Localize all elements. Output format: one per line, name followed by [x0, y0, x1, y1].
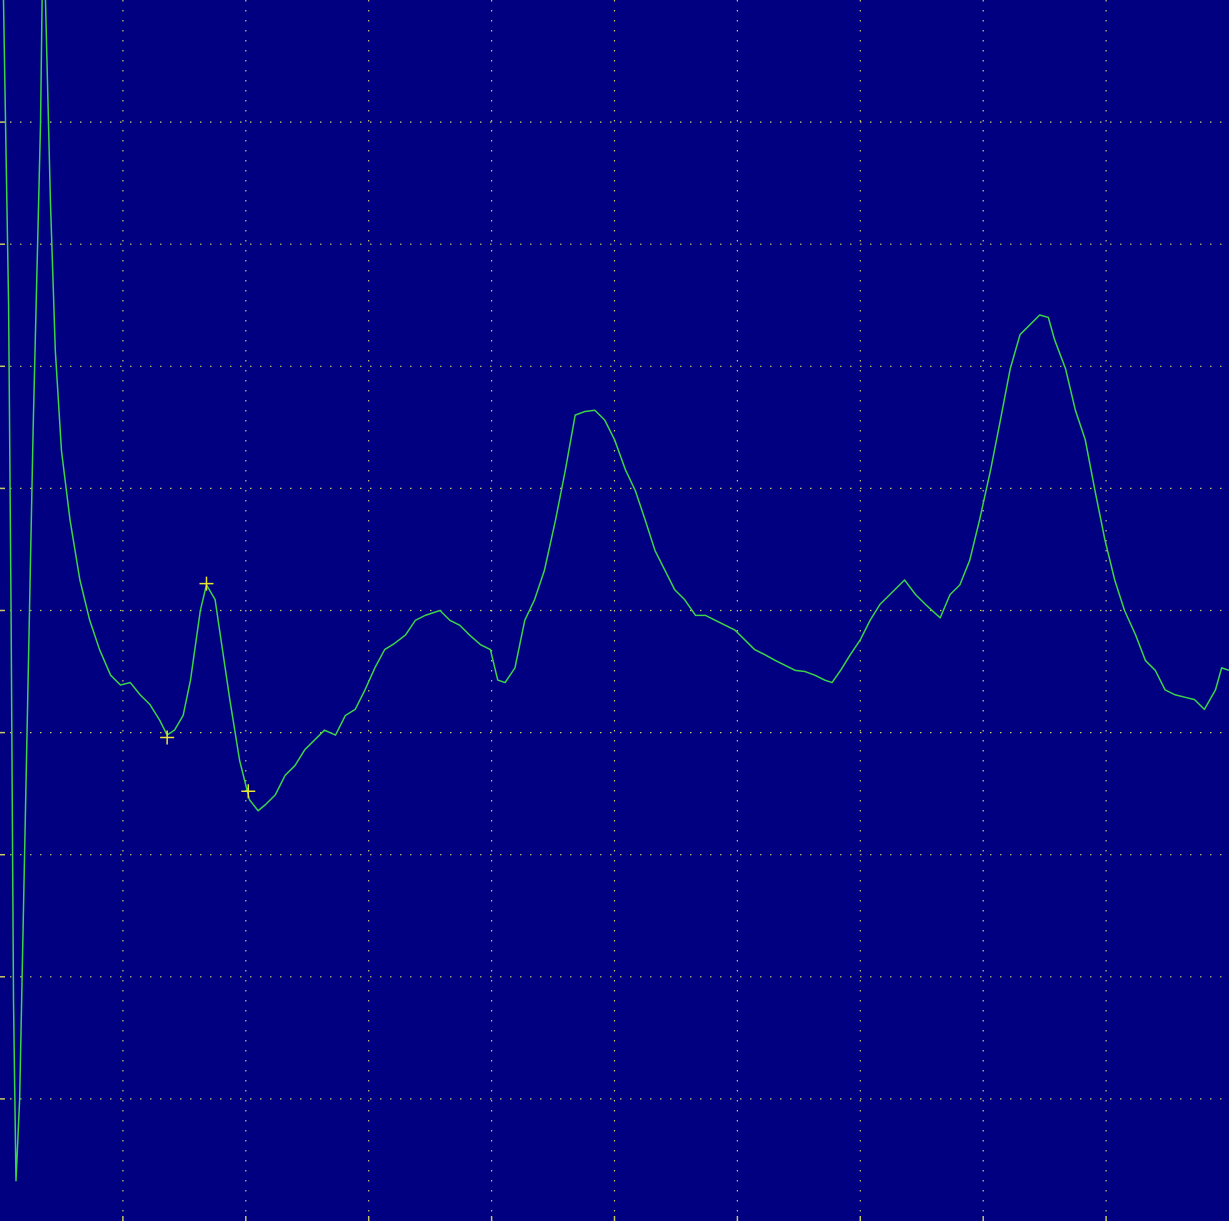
- cursor-marker: [199, 576, 214, 591]
- trace: [2, 0, 1229, 1182]
- cursor-marker: [241, 784, 256, 799]
- cursor-marker: [160, 730, 175, 745]
